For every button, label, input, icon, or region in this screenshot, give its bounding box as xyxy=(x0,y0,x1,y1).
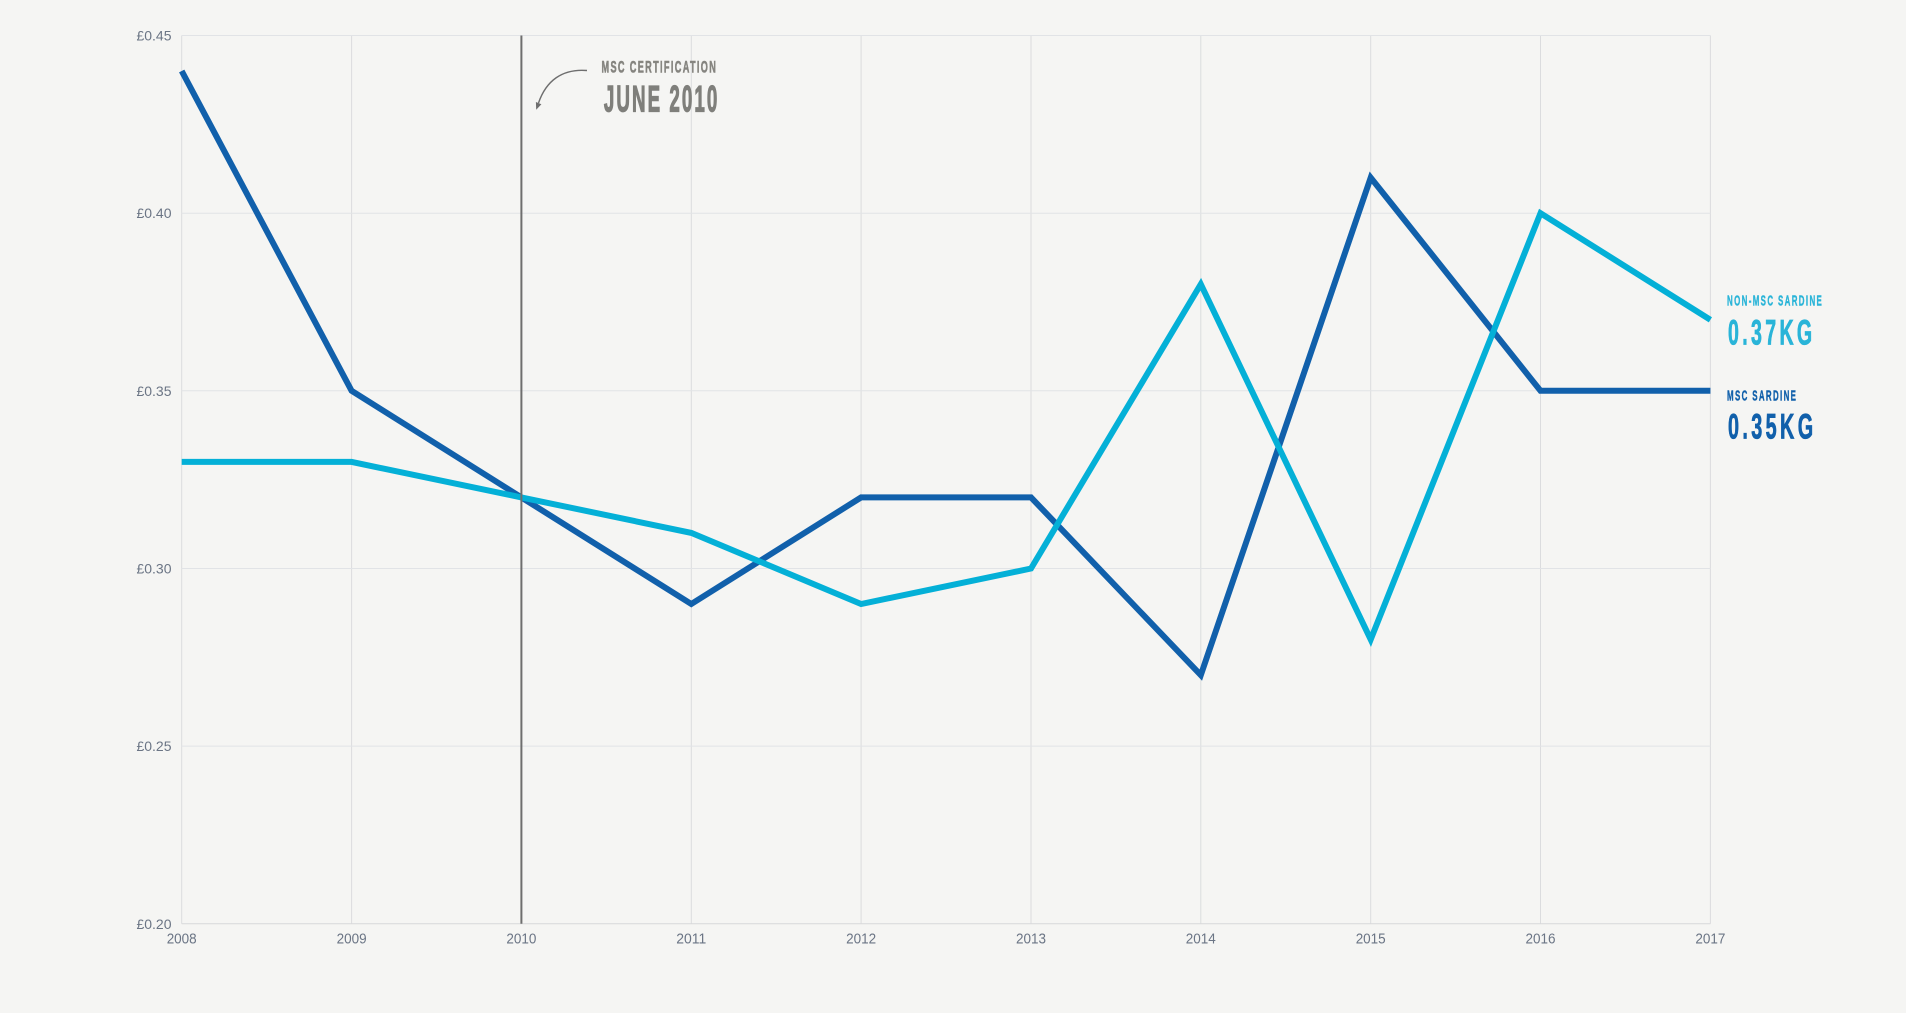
svg-text:NON-MSC SARDINE: NON-MSC SARDINE xyxy=(1727,294,1823,310)
svg-text:2017: 2017 xyxy=(1695,931,1725,948)
svg-text:2009: 2009 xyxy=(337,931,367,948)
svg-text:JUNE 2010: JUNE 2010 xyxy=(604,78,720,119)
svg-text:£0.40: £0.40 xyxy=(136,205,171,221)
svg-text:£0.30: £0.30 xyxy=(136,561,171,577)
svg-text:2012: 2012 xyxy=(846,931,876,948)
svg-text:£0.25: £0.25 xyxy=(136,738,171,754)
svg-text:2008: 2008 xyxy=(167,931,197,948)
svg-text:2010: 2010 xyxy=(506,931,536,948)
svg-text:2013: 2013 xyxy=(1016,931,1046,948)
svg-text:£0.35: £0.35 xyxy=(136,383,171,399)
svg-text:2014: 2014 xyxy=(1186,931,1216,948)
svg-text:MSC SARDINE: MSC SARDINE xyxy=(1727,389,1797,405)
svg-text:0.35KG: 0.35KG xyxy=(1728,408,1817,447)
svg-text:MSC CERTIFICATION: MSC CERTIFICATION xyxy=(602,57,718,76)
svg-text:£0.45: £0.45 xyxy=(136,28,171,44)
svg-text:2015: 2015 xyxy=(1356,931,1386,948)
svg-text:2016: 2016 xyxy=(1526,931,1556,948)
svg-text:0.37KG: 0.37KG xyxy=(1728,314,1816,353)
svg-text:£0.20: £0.20 xyxy=(136,916,171,932)
svg-text:2011: 2011 xyxy=(676,931,706,948)
